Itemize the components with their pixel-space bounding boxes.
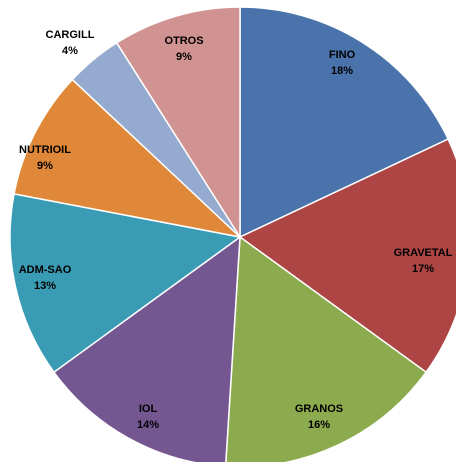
slice-value-label: 16%	[308, 419, 330, 431]
slice-value-label: 9%	[37, 160, 53, 172]
slice-value-label: 9%	[176, 51, 192, 63]
slice-value-label: 17%	[412, 263, 434, 275]
pie-slice-gravetal	[238, 138, 456, 374]
slice-value-label: 14%	[137, 419, 159, 431]
slice-label: FINO	[329, 49, 356, 61]
pie-slice-otros	[115, 6, 241, 240]
pie-slice-granos	[225, 235, 428, 462]
pie-slice-iol	[52, 235, 241, 462]
slice-label: GRAVETAL	[394, 247, 453, 259]
pie-slice-fino	[239, 6, 450, 239]
slice-value-label: 13%	[34, 280, 56, 292]
slice-value-label: 18%	[331, 65, 353, 77]
slice-label: IOL	[139, 403, 158, 415]
slice-value-label: 4%	[62, 45, 78, 57]
slice-label: NUTRIOIL	[19, 144, 71, 156]
slice-label: CARGILL	[46, 29, 95, 41]
slice-label: OTROS	[164, 35, 203, 47]
pie-slice-adm-sao	[9, 193, 242, 374]
slice-label: GRANOS	[295, 403, 343, 415]
slice-label: ADM-SAO	[19, 264, 72, 276]
pie-slices	[9, 6, 456, 462]
pie-labels: FINO 18% GRAVETAL 17% GRANOS 16% IOL 14% ADM-SAO…	[19, 29, 453, 431]
pie-slice-nutrioil	[13, 78, 243, 239]
